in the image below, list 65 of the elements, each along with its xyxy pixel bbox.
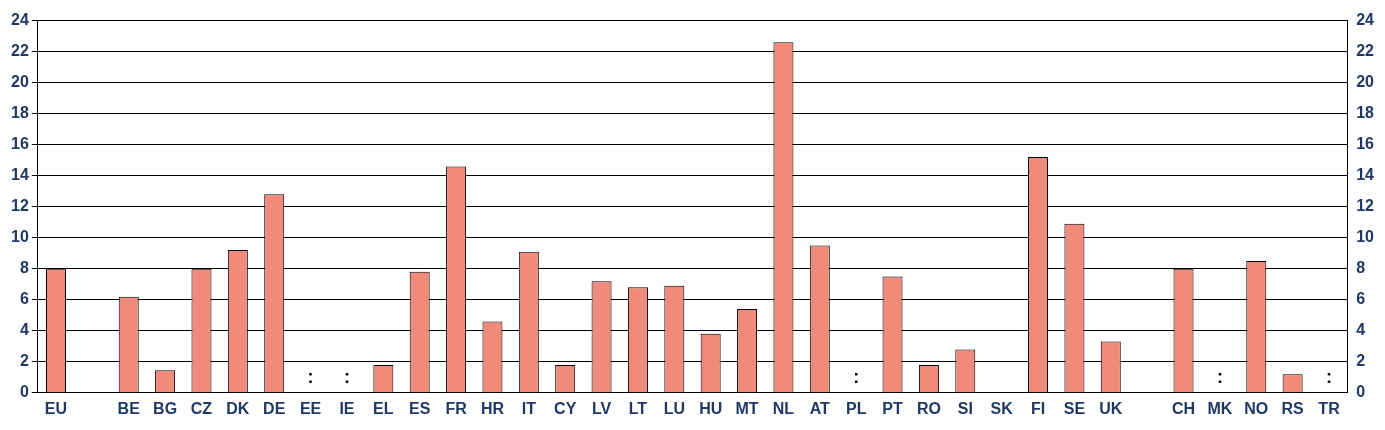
y2-tick-label: 12 xyxy=(1356,197,1375,215)
x-tick-label: PT xyxy=(882,399,903,417)
y-tick-label: 2 xyxy=(19,352,29,370)
x-tick-label: MT xyxy=(735,399,759,417)
x-tick-label: PL xyxy=(845,399,867,417)
y-tick-label: 24 xyxy=(11,11,29,29)
x-tick-label: IE xyxy=(339,399,355,417)
x-tick-label: HU xyxy=(699,399,723,417)
x-tick-label: RO xyxy=(916,399,941,417)
x-tick-label: CY xyxy=(554,399,577,417)
y-tick-label: 4 xyxy=(19,321,29,339)
x-tick-label: DK xyxy=(226,399,250,417)
x-tick-label: SE xyxy=(1063,399,1086,417)
x-tick-label: NO xyxy=(1244,399,1269,417)
y2-tick-label: 16 xyxy=(1356,135,1375,153)
y-tick-label: 14 xyxy=(11,166,29,184)
x-tick-label: BE xyxy=(117,399,141,417)
x-tick-label: TR xyxy=(1318,399,1341,417)
y2-tick-label: 18 xyxy=(1356,104,1375,122)
y-tick-label: 20 xyxy=(11,73,29,91)
x-tick-label: NL xyxy=(772,399,795,417)
y2-tick-label: 0 xyxy=(1356,383,1366,401)
x-tick-label: IT xyxy=(521,399,537,417)
x-tick-label: SI xyxy=(957,399,973,417)
y2-tick-label: 8 xyxy=(1356,259,1366,277)
x-tick-label: AT xyxy=(809,399,831,417)
y-tick-label: 18 xyxy=(11,104,29,122)
y2-tick-label: 24 xyxy=(1356,11,1375,29)
y2-tick-label: 20 xyxy=(1356,73,1375,91)
x-tick-label: ES xyxy=(409,399,431,417)
x-tick-label: FI xyxy=(1030,399,1046,417)
x-tick-label: LU xyxy=(663,399,685,417)
y2-tick-label: 4 xyxy=(1356,321,1366,339)
y2-tick-label: 22 xyxy=(1356,42,1375,60)
x-tick-label: LT xyxy=(628,399,648,417)
text: : xyxy=(307,366,314,387)
x-tick-label: CH xyxy=(1171,399,1196,417)
y-tick-label: 16 xyxy=(11,135,29,153)
y-tick-label: 8 xyxy=(19,259,29,277)
x-tick-label: SK xyxy=(990,399,1014,417)
x-tick-label: EU xyxy=(44,399,68,417)
y-tick-label: 22 xyxy=(11,42,29,60)
x-tick-label: CZ xyxy=(190,399,213,417)
x-tick-label: EL xyxy=(373,399,394,417)
x-tick-label: LV xyxy=(591,399,612,417)
x-tick-label: RS xyxy=(1281,399,1305,417)
y2-tick-label: 14 xyxy=(1356,166,1375,184)
text: : xyxy=(853,366,860,387)
y-tick-label: 12 xyxy=(11,197,29,215)
y-tick-label: 6 xyxy=(19,290,29,308)
y2-tick-label: 6 xyxy=(1356,290,1366,308)
y-tick-label: 0 xyxy=(19,383,29,401)
text: : xyxy=(343,366,350,387)
x-tick-label: HR xyxy=(480,399,505,417)
y-tick-label: 10 xyxy=(11,228,29,246)
x-tick-label: EE xyxy=(299,399,322,417)
y2-tick-label: 2 xyxy=(1356,352,1366,370)
x-tick-label: DE xyxy=(263,399,286,417)
text: : xyxy=(1216,366,1223,387)
x-tick-label: UK xyxy=(1099,399,1123,417)
y2-tick-label: 10 xyxy=(1356,228,1375,246)
x-tick-label: BG xyxy=(153,399,178,417)
x-tick-label: MK xyxy=(1207,399,1233,417)
text: : xyxy=(1326,366,1333,387)
x-tick-label: FR xyxy=(445,399,468,417)
